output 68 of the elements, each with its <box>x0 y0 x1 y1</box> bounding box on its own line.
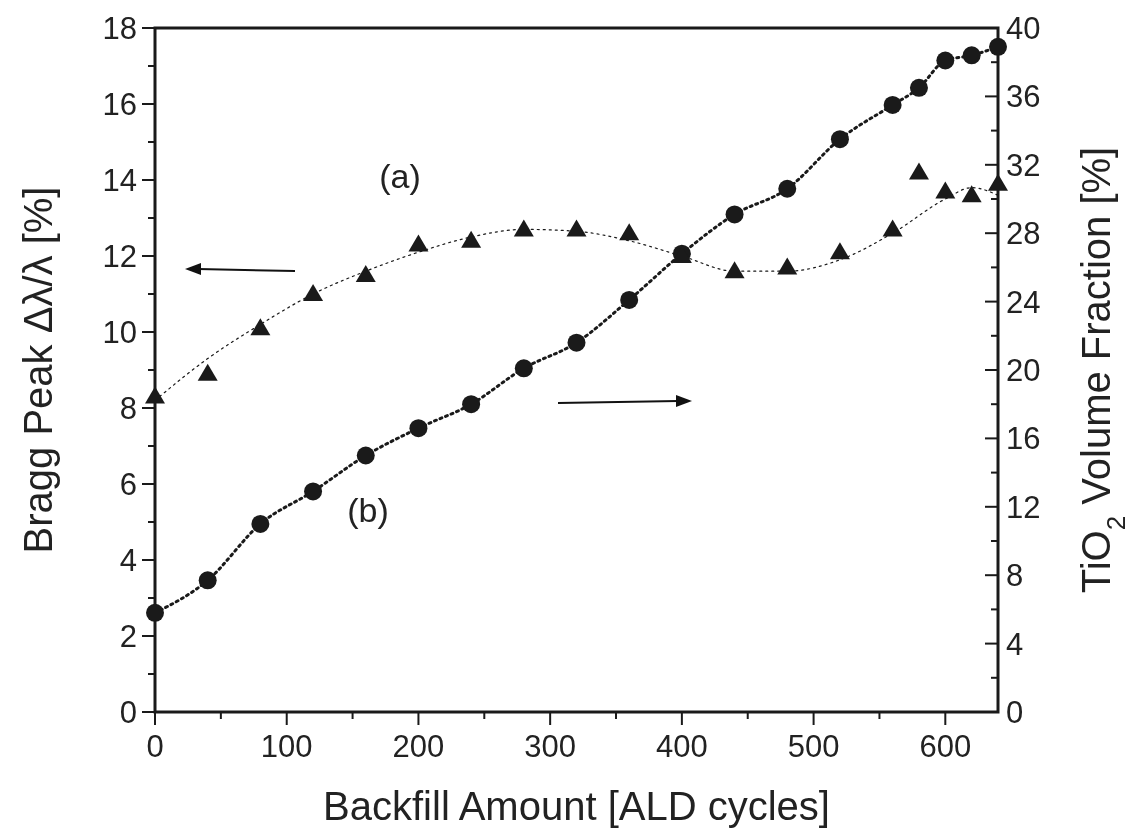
point <box>408 234 429 252</box>
point <box>251 514 270 533</box>
y-tick-label: 10 <box>102 315 137 350</box>
y-tick-label: 0 <box>119 695 137 730</box>
point <box>462 395 481 414</box>
point <box>830 130 849 149</box>
point <box>725 205 744 224</box>
point <box>304 482 323 501</box>
x-tick-label: 200 <box>392 729 445 764</box>
x-tick-label: 500 <box>787 729 840 764</box>
point <box>197 363 218 381</box>
point <box>908 162 929 180</box>
y-tick-label: 6 <box>119 467 137 502</box>
point <box>961 185 982 203</box>
point <box>989 37 1007 56</box>
point <box>988 173 1008 191</box>
y-tick-label: 2 <box>119 619 137 654</box>
point <box>620 290 639 309</box>
x-tick-label: 600 <box>919 729 972 764</box>
x-tick-label: 400 <box>656 729 708 764</box>
point <box>514 359 533 378</box>
point <box>461 230 482 248</box>
y-tick-label: 8 <box>119 391 137 426</box>
y2-tick-label: 24 <box>1006 284 1041 320</box>
point <box>909 78 928 97</box>
point <box>962 46 981 65</box>
point <box>356 446 375 465</box>
y2-tick-label: 32 <box>1006 147 1041 183</box>
y2-tick-label: 4 <box>1006 626 1024 662</box>
y-tick-label: 12 <box>102 239 137 274</box>
point <box>355 265 376 282</box>
y2-tick-label: 40 <box>1006 11 1041 46</box>
y2-tick-label: 28 <box>1006 216 1041 252</box>
y-tick-label: 4 <box>119 543 137 578</box>
point <box>935 181 956 199</box>
point <box>566 219 587 237</box>
point <box>724 261 745 279</box>
y2-tick-label: 16 <box>1006 421 1041 457</box>
y2-tick-label: 12 <box>1006 489 1041 525</box>
point <box>882 219 903 237</box>
y-tick-label: 16 <box>102 87 137 122</box>
point <box>777 257 798 275</box>
annotation: (b) <box>347 491 389 529</box>
y-tick-label: 18 <box>102 11 137 46</box>
point <box>409 419 428 438</box>
point <box>303 284 324 301</box>
point <box>146 603 164 622</box>
y2-tick-label: 8 <box>1006 558 1024 594</box>
point <box>883 95 902 114</box>
point <box>198 571 217 590</box>
y2-tick-label: 0 <box>1006 695 1024 730</box>
point <box>936 51 955 70</box>
x-tick-label: 0 <box>146 729 164 764</box>
point <box>778 179 797 198</box>
x-tick-label: 100 <box>260 729 313 764</box>
point <box>619 223 640 241</box>
x-tick-label: 300 <box>524 729 577 764</box>
y-tick-label: 14 <box>102 163 137 198</box>
point <box>250 318 271 336</box>
point <box>829 242 850 260</box>
x-axis-title: Backfill Amount [ALD cycles] <box>323 784 830 828</box>
y2-tick-label: 20 <box>1006 353 1041 388</box>
point <box>567 333 586 352</box>
point <box>145 386 165 404</box>
y2-tick-label: 36 <box>1006 79 1041 115</box>
annotation: (a) <box>379 157 421 195</box>
y-axis-title: Bragg Peak Δλ/λ [%] <box>16 186 60 554</box>
point <box>513 219 534 237</box>
